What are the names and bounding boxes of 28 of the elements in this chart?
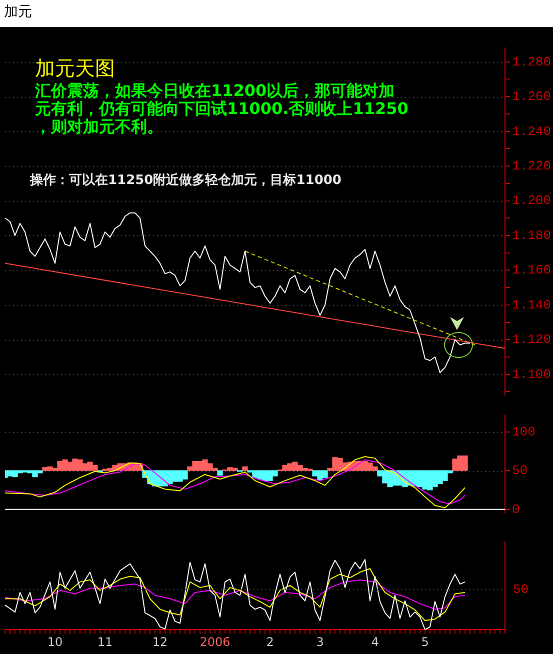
annotation: 操作：可以在11250附近做多轻仓加元，目标11000 bbox=[29, 172, 342, 188]
x-tick-label: 2006 bbox=[200, 634, 230, 649]
y-tick-label: 1.160 bbox=[512, 262, 552, 278]
chart-subtitle: 加元天图 bbox=[35, 56, 115, 80]
y-tick-label: 1.100 bbox=[512, 366, 552, 382]
x-tick-label: 2 bbox=[266, 634, 274, 649]
y-tick-label: 1.200 bbox=[512, 193, 552, 208]
y-tick-label: 0 bbox=[512, 502, 520, 517]
y-tick-label: 1.240 bbox=[512, 124, 552, 139]
x-tick-label: 12 bbox=[152, 634, 168, 649]
x-tick-label: 5 bbox=[421, 634, 429, 649]
bar bbox=[242, 466, 248, 471]
y-tick-label: 1.120 bbox=[512, 332, 552, 348]
y-tick-label: 1.220 bbox=[512, 158, 552, 174]
y-tick-label: 100 bbox=[512, 424, 536, 440]
y-tick-label: 1.180 bbox=[512, 228, 552, 243]
x-tick-label: 4 bbox=[371, 634, 379, 649]
y-tick-label: 50 bbox=[512, 463, 528, 478]
y-tick-label: 1.260 bbox=[512, 89, 552, 104]
chart-title: 加元 bbox=[4, 3, 32, 21]
x-tick-label: 3 bbox=[316, 634, 324, 649]
y-tick-label: 1.280 bbox=[512, 54, 552, 70]
x-tick-label: 11 bbox=[97, 634, 113, 649]
bar bbox=[217, 470, 223, 476]
annotation: 汇价震荡，如果今日收在11200以后，那可能对加元有利，仍有可能向下回试11000.否则收上11250，则对加元不利。 bbox=[34, 81, 408, 136]
y-tick-label: 1.140 bbox=[512, 297, 552, 312]
bar bbox=[452, 458, 458, 471]
x-tick-label: 10 bbox=[47, 634, 63, 649]
